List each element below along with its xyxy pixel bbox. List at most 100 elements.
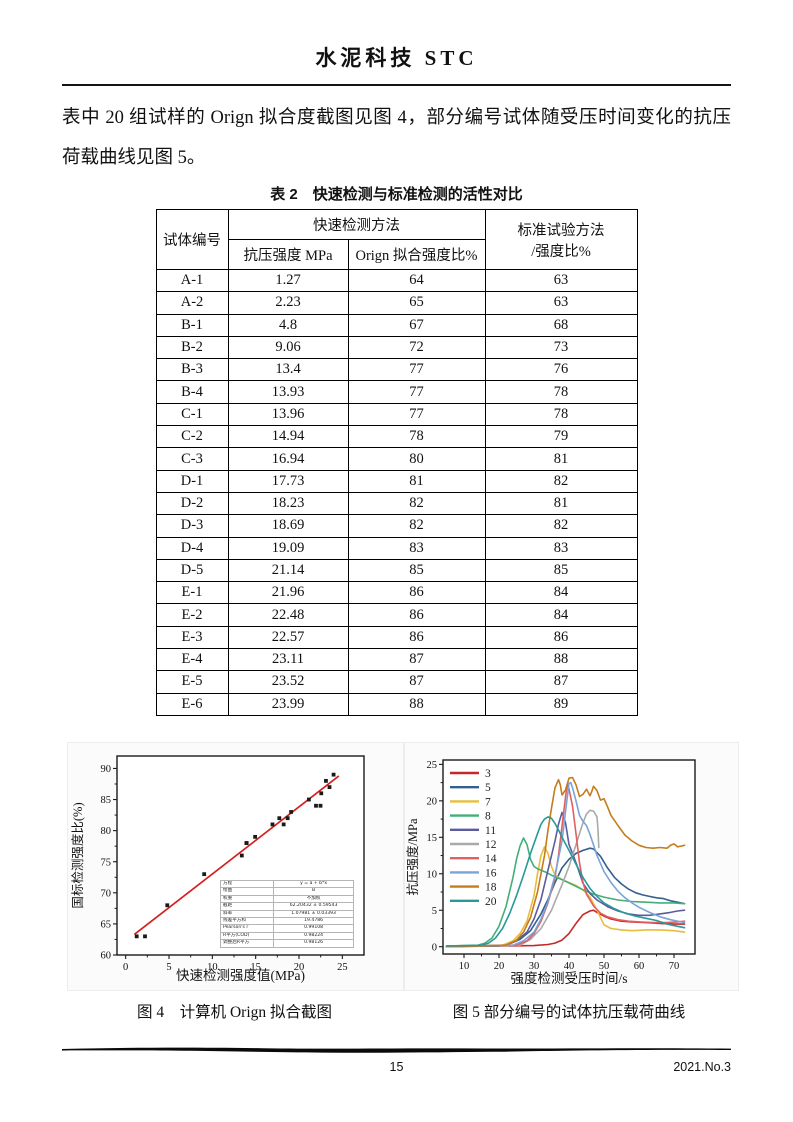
curve-5: [445, 847, 686, 948]
table-cell: 88: [484, 648, 638, 672]
table-cell: D-5: [155, 558, 229, 583]
activity-comparison-table: 试体编号 快速检测方法 标准试验方法 /强度比% 抗压强度 MPa Orign …: [155, 209, 638, 716]
footer-rule: [62, 1047, 731, 1053]
curve-18: [445, 776, 686, 948]
table-cell: 82: [484, 514, 638, 538]
svg-text:15: 15: [250, 962, 261, 973]
table-cell: 86: [347, 581, 486, 605]
table-cell: 78: [484, 380, 638, 404]
stats-row: Pearson's r 0.99108: [219, 924, 354, 933]
table-cell: B-1: [155, 313, 229, 337]
header-standard-line1: 标准试验方法: [517, 222, 605, 239]
data-point: [281, 822, 286, 827]
table-cell: 85: [484, 558, 638, 583]
stats-row: 残差平方和 19.4786: [219, 916, 354, 926]
table-cell: 19.09: [227, 536, 349, 560]
svg-text:70: 70: [669, 961, 680, 972]
stats-cell: 0.98126: [273, 939, 354, 948]
svg-text:40: 40: [564, 961, 575, 972]
table-cell: 2.23: [227, 291, 349, 315]
table-row: B-2 9.06 72 73: [155, 335, 638, 360]
table-row: D-4 19.09 83 83: [155, 536, 638, 560]
table-cell: E-1: [155, 581, 229, 605]
table-cell: 4.8: [227, 313, 349, 337]
header-standard-line2: /强度比%: [531, 243, 591, 260]
table-cell: 84: [484, 603, 638, 627]
data-point: [306, 797, 311, 802]
scatter-points: [134, 772, 336, 939]
table-cell: 81: [484, 491, 638, 516]
table-cell: 16.94: [227, 447, 349, 471]
table-cell: 89: [484, 692, 638, 716]
table-cell: 22.48: [227, 603, 349, 627]
table-cell: E-6: [155, 692, 229, 716]
svg-text:10: 10: [207, 962, 218, 973]
table-cell: 81: [347, 469, 486, 493]
table-row: E-5 23.52 87 87: [155, 670, 638, 694]
table-cell: 63: [484, 291, 638, 315]
table-cell: 87: [347, 648, 486, 672]
svg-text:90: 90: [101, 764, 112, 775]
figure5-caption: 图 5 部分编号的试体抗压载荷曲线: [452, 1003, 686, 1021]
figures-row: 0 5 10 15 20 25 60 65 70 75 80 85 90 快速检测强度值(MPa) 国标检测…: [62, 741, 739, 991]
svg-text:10: 10: [427, 869, 438, 880]
curve-12: [445, 809, 600, 948]
table-cell: E-2: [155, 603, 229, 627]
table-cell: 86: [484, 625, 638, 650]
stats-cell: 权重: [219, 894, 275, 904]
data-point: [143, 934, 147, 939]
fig5-legend: 3 5 7 8 11 12 14 16 18 20: [450, 768, 497, 908]
table-cell: 17.73: [227, 469, 349, 493]
fig4-ylabel: 国标检测强度比(%): [70, 802, 85, 908]
table-row: A-2 2.23 65 63: [155, 291, 638, 315]
stats-cell: 19.4786: [273, 916, 354, 926]
data-point: [165, 903, 170, 908]
stats-cell: y = a + b*x: [273, 879, 354, 889]
stats-cell: Pearson's r: [219, 924, 275, 933]
table-cell: 82: [484, 469, 638, 493]
table-cell: 72: [347, 335, 486, 360]
table-cell: 85: [347, 558, 486, 583]
curve-8: [445, 837, 686, 947]
table-cell: 87: [347, 670, 486, 694]
page-number: 15: [389, 1060, 404, 1074]
legend-label-18: 18: [485, 882, 497, 894]
table-caption: 表 2 快速检测与标准检测的活性对比: [270, 186, 523, 203]
stats-row: 绘图 B: [219, 887, 354, 896]
fig4-stats-table: 方程 y = a + b*x 绘图 B 权重 不加权 截距 62.20432 ± 0.5954…: [219, 879, 354, 948]
footer-row: 15 2021.No.3: [62, 1060, 731, 1074]
table-cell: 77: [347, 380, 486, 404]
stats-row: 方程 y = a + b*x: [219, 879, 354, 889]
legend-label-3: 3: [485, 768, 491, 780]
table-row: E-3 22.57 86 86: [155, 625, 638, 650]
table-cell: 23.11: [227, 648, 349, 672]
data-point: [244, 841, 249, 845]
table-cell: 86: [347, 625, 486, 650]
stats-cell: 1.07981 ± 0.03393: [273, 909, 354, 918]
table-row: E-2 22.48 86 84: [155, 603, 638, 627]
table-cell: E-4: [155, 648, 229, 672]
legend-label-16: 16: [485, 867, 497, 879]
stats-row: 斜率 1.07981 ± 0.03393: [219, 909, 354, 918]
journal-title: 水泥科技 STC: [315, 46, 478, 70]
legend-label-7: 7: [485, 796, 491, 808]
table-cell: 64: [347, 268, 486, 293]
data-point: [239, 853, 244, 858]
stats-cell: 62.20432 ± 0.59543: [273, 902, 354, 911]
stats-row: 权重 不加权: [219, 894, 354, 904]
table-cell: D-4: [155, 536, 229, 560]
stats-cell: 0.99108: [273, 924, 354, 933]
legend-label-11: 11: [485, 825, 496, 837]
table-cell: C-1: [155, 402, 229, 427]
table-row: B-4 13.93 77 78: [155, 380, 638, 404]
svg-text:0: 0: [123, 962, 128, 973]
stats-cell: 截距: [219, 902, 275, 911]
svg-text:30: 30: [529, 961, 540, 972]
table-cell: B-4: [155, 380, 229, 404]
stats-cell: 绘图: [219, 887, 275, 896]
stats-cell: 斜率: [219, 909, 275, 918]
header-standard-method: 标准试验方法 /强度比%: [484, 209, 638, 270]
table-cell: 77: [347, 358, 486, 382]
header-orign-ratio: Orign 拟合强度比%: [347, 239, 486, 270]
header-rapid-method-group: 快速检测方法: [227, 209, 486, 240]
